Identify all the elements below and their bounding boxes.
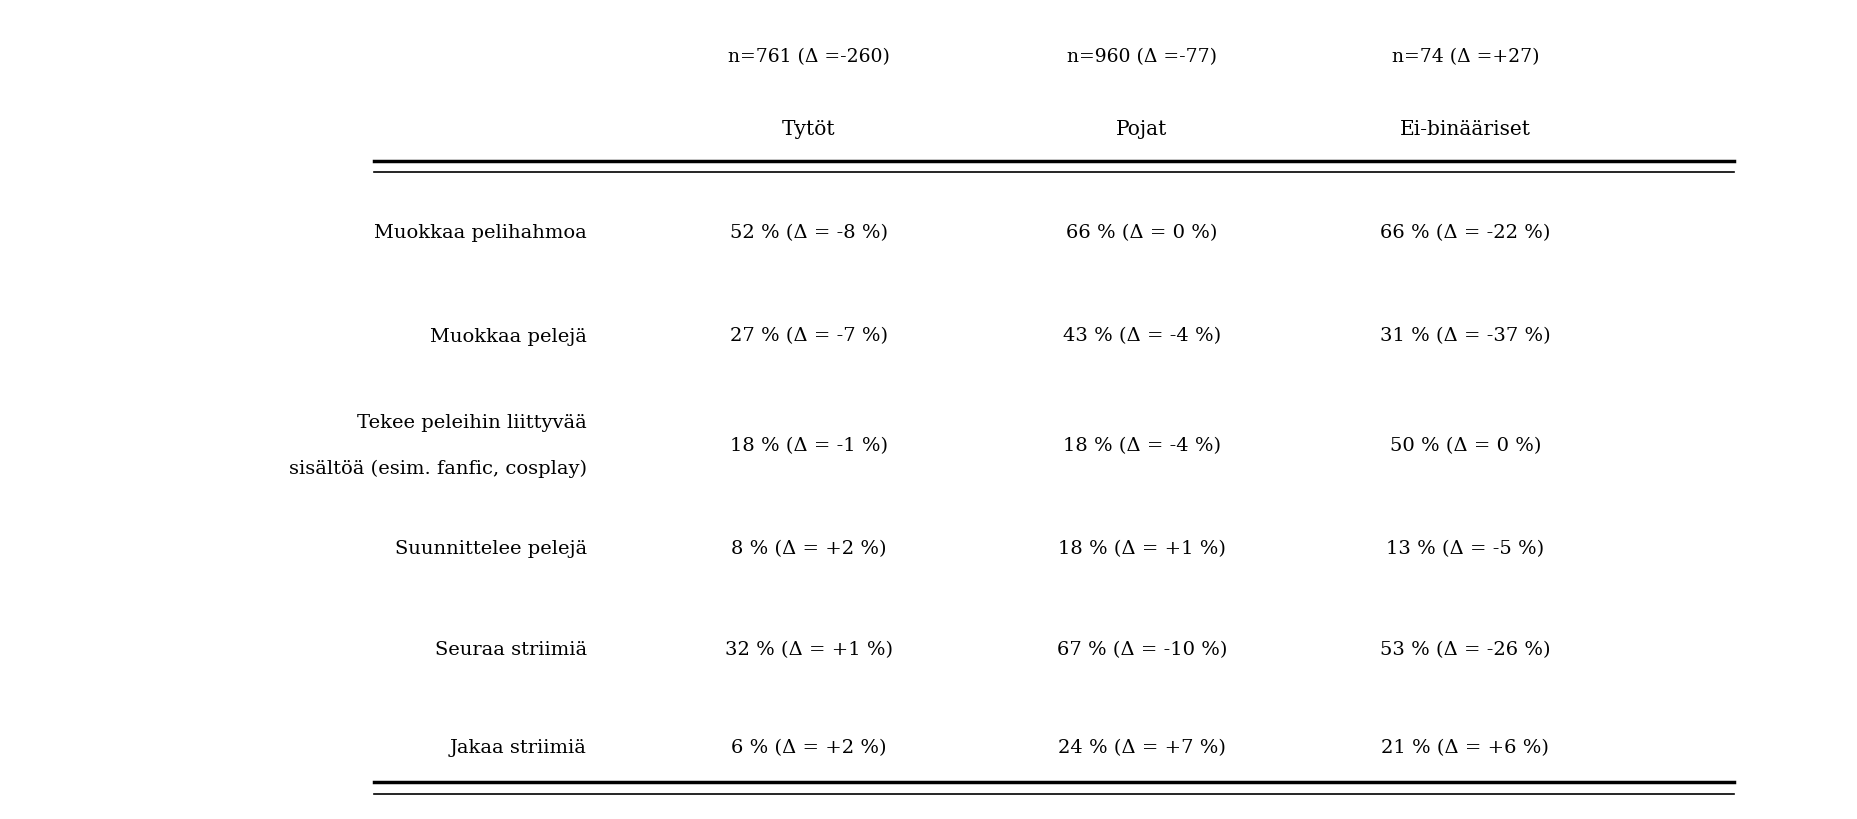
Text: Muokkaa pelihahmoa: Muokkaa pelihahmoa <box>373 224 587 242</box>
Text: 8 % (Δ = +2 %): 8 % (Δ = +2 %) <box>730 540 886 558</box>
Text: 24 % (Δ = +7 %): 24 % (Δ = +7 %) <box>1057 740 1226 758</box>
Text: 66 % (Δ = 0 %): 66 % (Δ = 0 %) <box>1066 224 1216 242</box>
Text: 18 % (Δ = +1 %): 18 % (Δ = +1 %) <box>1057 540 1226 558</box>
Text: Seuraa striimiä: Seuraa striimiä <box>435 641 587 659</box>
Text: Tytöt: Tytöt <box>782 120 836 139</box>
Text: Jakaa striimiä: Jakaa striimiä <box>449 740 587 758</box>
Text: 43 % (Δ = -4 %): 43 % (Δ = -4 %) <box>1062 328 1220 346</box>
Text: Tekee peleihin liittyvää: Tekee peleihin liittyvää <box>357 414 587 432</box>
Text: 21 % (Δ = +6 %): 21 % (Δ = +6 %) <box>1382 740 1549 758</box>
Text: sisältöä (esim. fanfic, cosplay): sisältöä (esim. fanfic, cosplay) <box>288 459 587 477</box>
Text: 53 % (Δ = -26 %): 53 % (Δ = -26 %) <box>1380 641 1551 659</box>
Text: 32 % (Δ = +1 %): 32 % (Δ = +1 %) <box>724 641 893 659</box>
Text: 52 % (Δ = -8 %): 52 % (Δ = -8 %) <box>730 224 888 242</box>
Text: 18 % (Δ = -1 %): 18 % (Δ = -1 %) <box>730 437 888 455</box>
Text: Pojat: Pojat <box>1116 120 1166 139</box>
Text: 50 % (Δ = 0 %): 50 % (Δ = 0 %) <box>1389 437 1539 455</box>
Text: 13 % (Δ = -5 %): 13 % (Δ = -5 %) <box>1385 540 1543 558</box>
Text: 18 % (Δ = -4 %): 18 % (Δ = -4 %) <box>1062 437 1220 455</box>
Text: 6 % (Δ = +2 %): 6 % (Δ = +2 %) <box>730 740 886 758</box>
Text: n=74 (Δ =+27): n=74 (Δ =+27) <box>1391 48 1538 66</box>
Text: Muokkaa pelejä: Muokkaa pelejä <box>429 328 587 346</box>
Text: n=761 (Δ =-260): n=761 (Δ =-260) <box>728 48 890 66</box>
Text: 66 % (Δ = -22 %): 66 % (Δ = -22 %) <box>1380 224 1551 242</box>
Text: 31 % (Δ = -37 %): 31 % (Δ = -37 %) <box>1380 328 1551 346</box>
Text: Suunnittelee pelejä: Suunnittelee pelejä <box>394 540 587 558</box>
Text: n=960 (Δ =-77): n=960 (Δ =-77) <box>1066 48 1216 66</box>
Text: 27 % (Δ = -7 %): 27 % (Δ = -7 %) <box>730 328 888 346</box>
Text: 67 % (Δ = -10 %): 67 % (Δ = -10 %) <box>1057 641 1226 659</box>
Text: Ei-binääriset: Ei-binääriset <box>1398 120 1530 139</box>
